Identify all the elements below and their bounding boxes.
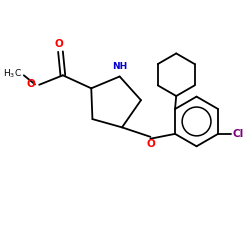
Text: H$_3$C: H$_3$C bbox=[2, 68, 22, 80]
Text: Cl: Cl bbox=[232, 129, 243, 139]
Text: O: O bbox=[147, 139, 156, 149]
Text: O: O bbox=[26, 79, 35, 89]
Text: O: O bbox=[55, 39, 64, 49]
Text: NH: NH bbox=[112, 62, 127, 71]
